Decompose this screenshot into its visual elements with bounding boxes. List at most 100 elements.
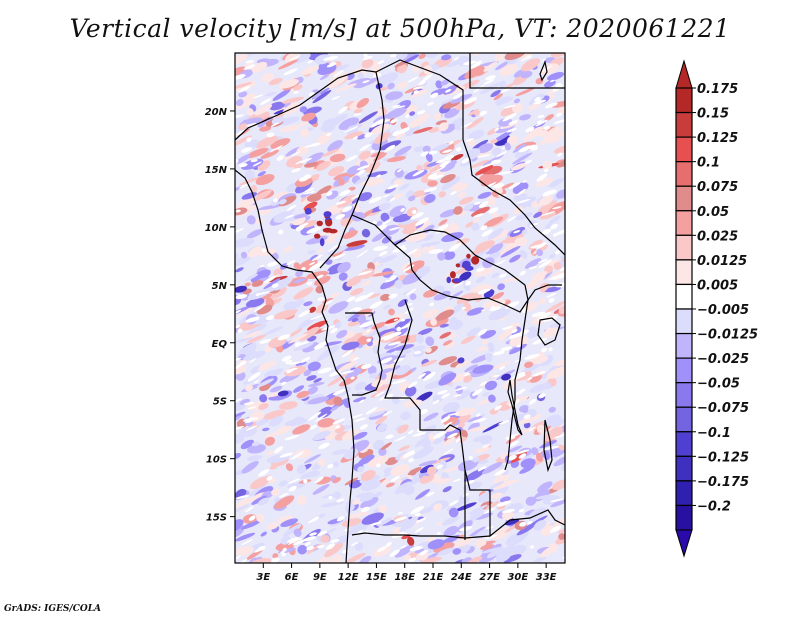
velocity-cell bbox=[551, 418, 565, 428]
velocity-cell bbox=[438, 219, 448, 226]
near-zero-cell bbox=[247, 406, 257, 410]
near-zero-cell bbox=[462, 493, 469, 497]
near-zero-cell bbox=[250, 159, 258, 163]
velocity-cell bbox=[245, 385, 254, 392]
velocity-cell bbox=[375, 220, 383, 226]
velocity-cell bbox=[394, 481, 413, 495]
latitude-axis: 20N 15N 10N 5N EQ 5S 10S 15S bbox=[205, 107, 235, 524]
velocity-cell bbox=[251, 61, 268, 73]
velocity-cell bbox=[428, 433, 436, 442]
velocity-cell bbox=[264, 91, 277, 97]
velocity-cell bbox=[427, 466, 437, 476]
lake-tanganyika bbox=[507, 379, 523, 436]
velocity-cell bbox=[544, 114, 555, 121]
velocity-cell bbox=[483, 298, 506, 309]
velocity-cell bbox=[427, 180, 438, 187]
near-zero-cell bbox=[304, 542, 311, 547]
velocity-cell bbox=[239, 176, 261, 186]
near-zero-cell bbox=[338, 106, 348, 114]
velocity-cell bbox=[494, 474, 510, 484]
velocity-cell bbox=[472, 364, 494, 374]
velocity-cell bbox=[343, 332, 365, 346]
velocity-cell bbox=[371, 378, 389, 387]
near-zero-cell bbox=[541, 228, 552, 235]
velocity-cell bbox=[370, 151, 385, 158]
velocity-cell bbox=[235, 532, 256, 542]
near-zero-cell bbox=[488, 207, 499, 214]
near-zero-cell bbox=[247, 372, 261, 382]
near-zero-cell bbox=[288, 538, 299, 545]
velocity-cell bbox=[538, 195, 554, 206]
near-zero-cell bbox=[483, 79, 495, 85]
velocity-cell bbox=[317, 458, 326, 467]
near-zero-cell bbox=[384, 144, 396, 152]
near-zero-cell bbox=[431, 174, 444, 180]
velocity-cell bbox=[395, 53, 408, 60]
velocity-cell bbox=[527, 515, 548, 528]
near-zero-cell bbox=[339, 189, 351, 196]
colorbar-label: 0.1 bbox=[697, 156, 720, 171]
near-zero-cell bbox=[246, 123, 257, 127]
near-zero-cell bbox=[514, 359, 520, 363]
near-zero-cell bbox=[354, 417, 366, 422]
near-zero-cell bbox=[429, 302, 435, 307]
near-zero-cell bbox=[405, 288, 417, 296]
velocity-cell bbox=[378, 447, 387, 456]
near-zero-cell bbox=[383, 335, 394, 341]
velocity-cell bbox=[513, 98, 521, 104]
velocity-cell bbox=[251, 441, 260, 447]
velocity-cell bbox=[307, 320, 328, 331]
near-zero-cell bbox=[238, 85, 251, 93]
velocity-cell bbox=[457, 192, 466, 198]
near-zero-cell bbox=[420, 73, 433, 83]
velocity-cell bbox=[238, 91, 248, 98]
velocity-cell bbox=[319, 73, 331, 81]
strong-updraft-core bbox=[323, 211, 332, 218]
velocity-cell bbox=[315, 303, 329, 314]
velocity-cell bbox=[487, 489, 502, 497]
near-zero-cell bbox=[520, 55, 532, 62]
near-zero-cell bbox=[377, 60, 385, 65]
velocity-cell bbox=[383, 304, 391, 310]
velocity-cell bbox=[553, 448, 565, 458]
near-zero-cell bbox=[439, 160, 450, 168]
near-zero-cell bbox=[270, 122, 279, 127]
near-zero-cell bbox=[314, 341, 328, 351]
velocity-cell bbox=[519, 464, 535, 474]
near-zero-cell bbox=[400, 208, 405, 212]
velocity-cell bbox=[433, 112, 442, 120]
velocity-cell bbox=[466, 116, 484, 130]
velocity-cell bbox=[328, 166, 345, 177]
near-zero-cell bbox=[405, 114, 410, 118]
near-zero-cell bbox=[259, 264, 265, 268]
velocity-cell bbox=[253, 189, 272, 201]
lon-tick-label: 33E bbox=[536, 572, 557, 583]
velocity-cell bbox=[358, 150, 371, 160]
velocity-cell bbox=[445, 341, 456, 350]
velocity-cell bbox=[410, 114, 430, 128]
velocity-cell bbox=[506, 135, 519, 146]
near-zero-cell bbox=[235, 228, 245, 235]
velocity-cell bbox=[306, 193, 322, 202]
velocity-cell bbox=[376, 517, 393, 527]
near-zero-cell bbox=[340, 370, 355, 375]
near-zero-cell bbox=[332, 388, 347, 396]
velocity-cell bbox=[513, 206, 524, 214]
velocity-cell bbox=[472, 139, 489, 150]
velocity-cell bbox=[488, 307, 511, 321]
near-zero-cell bbox=[388, 293, 398, 299]
near-zero-cell bbox=[518, 508, 525, 513]
velocity-cell bbox=[351, 317, 359, 323]
velocity-cell bbox=[278, 79, 299, 89]
near-zero-cell bbox=[533, 99, 546, 105]
velocity-cell bbox=[492, 147, 502, 156]
near-zero-cell bbox=[289, 55, 301, 61]
near-zero-cell bbox=[392, 130, 401, 137]
near-zero-cell bbox=[519, 270, 526, 276]
colorbar-label: −0.175 bbox=[697, 475, 749, 490]
near-zero-cell bbox=[390, 475, 400, 483]
near-zero-cell bbox=[336, 498, 345, 503]
velocity-cell bbox=[512, 143, 527, 153]
velocity-cell bbox=[477, 143, 494, 154]
longitude-axis: 3E 6E 9E 12E 15E 18E 21E 24E 27E 30E 33E bbox=[256, 563, 557, 583]
